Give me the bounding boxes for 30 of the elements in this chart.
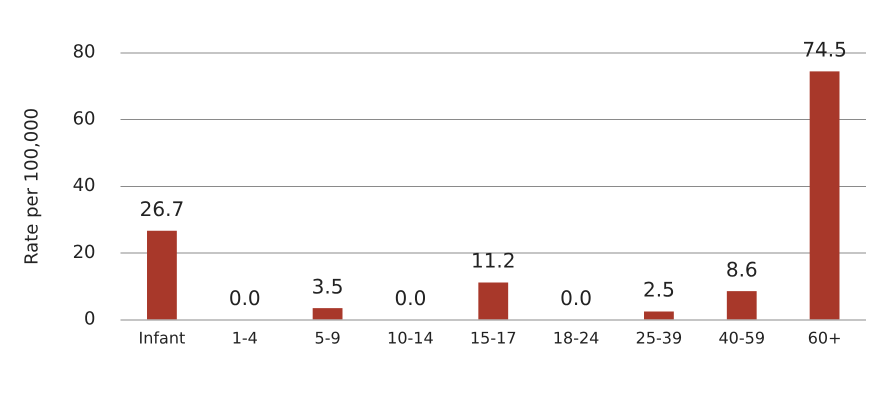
x-tick-label: 60+ [808, 328, 842, 348]
bar [478, 282, 508, 320]
x-tick-label: 5-9 [314, 328, 341, 348]
y-tick-label: 80 [72, 42, 96, 63]
data-label: 0.0 [560, 286, 592, 310]
data-label: 0.0 [228, 286, 261, 310]
data-label: 3.5 [312, 274, 344, 298]
data-label: 2.5 [643, 278, 675, 302]
data-label: 0.0 [394, 286, 426, 310]
data-label: 26.7 [140, 196, 184, 221]
bar [810, 71, 840, 320]
x-tick-label: 18-24 [552, 328, 600, 348]
bar [726, 291, 757, 320]
data-label: 11.2 [470, 248, 516, 273]
y-tick-label: 20 [72, 242, 96, 263]
x-tick-label: 15-17 [470, 328, 516, 348]
y-tick-label: 40 [72, 175, 96, 196]
x-tick-label: Infant [138, 328, 186, 348]
data-label: 74.5 [802, 38, 847, 62]
x-tick-label: 1-4 [232, 328, 258, 348]
y-tick-label: 0 [84, 308, 96, 330]
y-tick-label: 60 [72, 108, 96, 130]
data-label: 8.6 [726, 257, 758, 282]
bar [147, 230, 177, 320]
y-axis-title: Rate per 100,000 [21, 108, 42, 265]
bar [312, 308, 342, 320]
x-tick-label: 10-14 [387, 328, 434, 348]
bar [644, 311, 674, 320]
x-tick-label: 25-39 [636, 328, 682, 348]
x-tick-label: 40-59 [718, 328, 765, 348]
